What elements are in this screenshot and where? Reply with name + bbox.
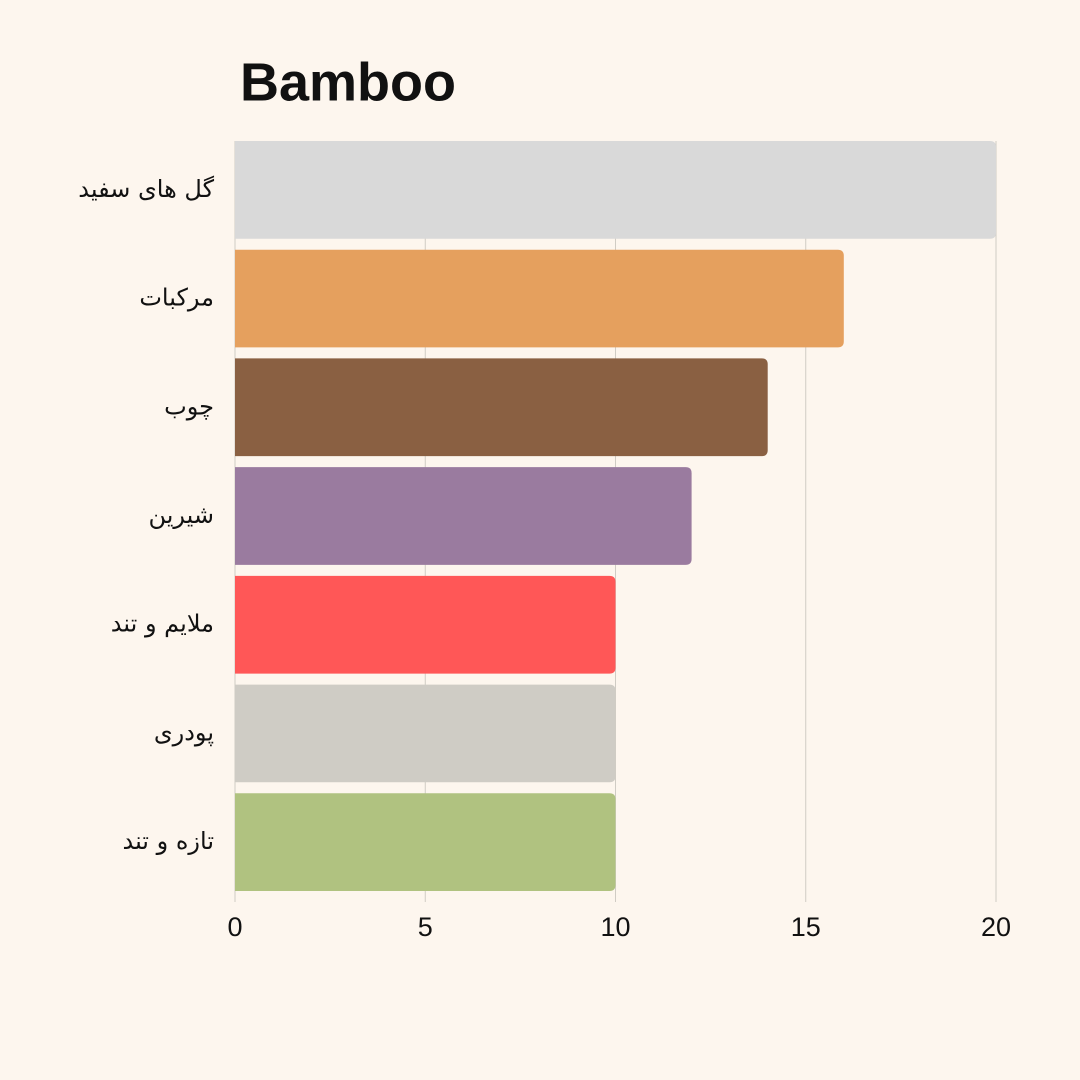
x-tick-label: 20 — [981, 912, 1011, 942]
y-tick-label: شیرین — [148, 501, 214, 529]
bar — [235, 249, 844, 348]
y-tick-label: ملایم و تند — [111, 610, 214, 638]
y-tick-label: گل های سفید — [78, 175, 214, 203]
chart-title: Bamboo — [240, 52, 456, 112]
x-tick-label: 15 — [791, 912, 821, 942]
bar — [235, 141, 996, 239]
y-tick-label: مرکبات — [139, 284, 214, 312]
y-tick-label: تازه و تند — [122, 827, 214, 855]
bar — [235, 684, 616, 783]
bar — [235, 467, 692, 565]
y-tick-label: پودری — [154, 718, 214, 746]
bar — [235, 358, 768, 457]
bar — [235, 575, 616, 674]
x-tick-label: 10 — [600, 912, 630, 942]
x-tick-label: 0 — [227, 912, 242, 942]
y-tick-label: چوب — [164, 392, 214, 420]
bar — [235, 793, 616, 891]
x-tick-label: 5 — [418, 912, 433, 942]
